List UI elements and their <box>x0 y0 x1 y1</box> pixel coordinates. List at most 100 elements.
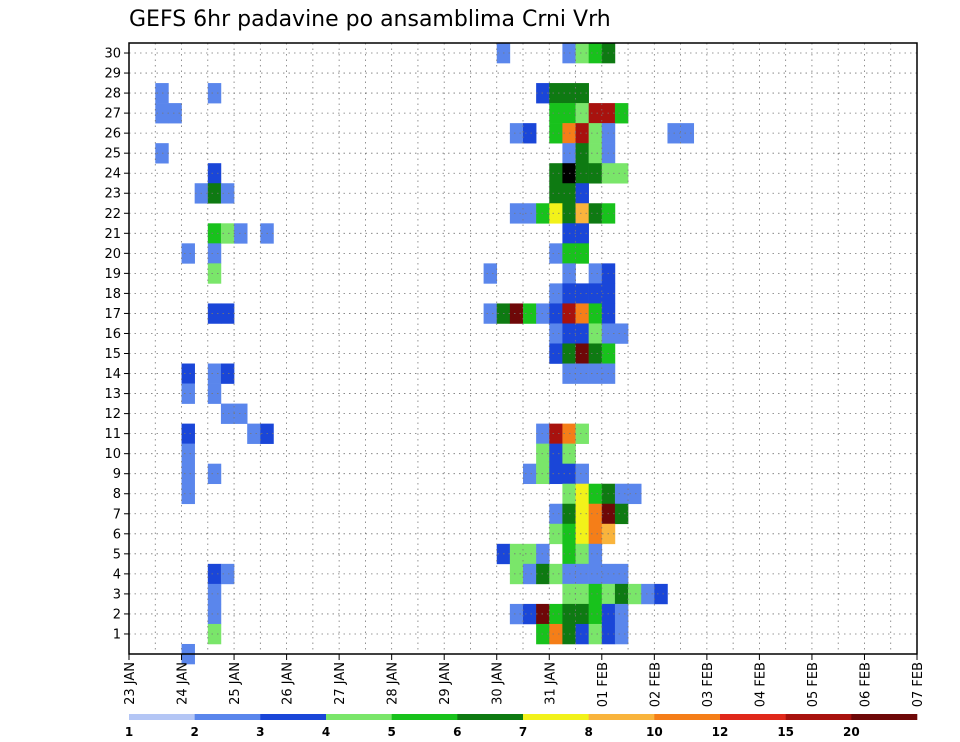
heatmap-cell <box>509 203 524 224</box>
y-tick-label: 17 <box>104 307 121 322</box>
colorbar-label: 12 <box>712 725 729 739</box>
heatmap-cell <box>207 223 222 244</box>
colorbar-label: 10 <box>646 725 663 739</box>
colorbar-segment <box>654 714 721 720</box>
colorbar-label: 2 <box>190 725 198 739</box>
heatmap-cell <box>614 323 629 344</box>
heatmap-cell <box>207 563 222 585</box>
heatmap-cell <box>575 303 589 324</box>
colorbar-segment <box>720 714 786 720</box>
heatmap-cell <box>614 603 629 625</box>
heatmap-cell <box>509 303 524 324</box>
heatmap-cell <box>628 483 642 505</box>
colorbar-segment <box>391 714 458 720</box>
heatmap-cell <box>575 563 589 585</box>
plot-frame <box>128 42 918 655</box>
heatmap-cell <box>549 443 563 464</box>
heatmap-cell <box>509 563 524 585</box>
heatmap-cell <box>207 583 222 605</box>
colorbar-label: 6 <box>453 725 461 739</box>
heatmap-cell <box>588 503 603 525</box>
x-tick-label: 02 FEB <box>648 662 663 707</box>
heatmap-cell <box>628 583 642 605</box>
heatmap-cell <box>575 623 589 645</box>
heatmap-cell <box>220 223 235 244</box>
y-tick-label: 29 <box>104 67 121 82</box>
heatmap-cell <box>614 483 629 505</box>
heatmap-cell <box>181 383 195 404</box>
heatmap-cell <box>575 463 589 485</box>
heatmap-cell <box>575 483 589 505</box>
heatmap-cell <box>523 563 537 585</box>
heatmap-cell <box>181 243 195 264</box>
heatmap-cell <box>588 623 603 645</box>
x-tick-label: 25 JAN <box>228 662 243 705</box>
heatmap-cell <box>549 303 563 324</box>
y-tick-label: 14 <box>104 367 121 382</box>
heatmap-cell <box>207 303 222 324</box>
heatmap-cell <box>549 183 563 204</box>
y-tick-label: 1 <box>113 627 121 642</box>
heatmap-cell <box>575 503 589 525</box>
heatmap-cell <box>575 163 589 184</box>
heatmap-cell <box>575 543 589 565</box>
heatmap-cell <box>523 203 537 224</box>
heatmap-cell <box>588 263 603 284</box>
heatmap-cell <box>588 283 603 304</box>
heatmap-cell <box>575 183 589 204</box>
colorbar-label: 20 <box>843 725 860 739</box>
heatmap-cell <box>483 303 498 324</box>
heatmap-cell <box>680 123 695 144</box>
y-tick-label: 19 <box>104 267 121 282</box>
heatmap-cell <box>523 303 537 324</box>
heatmap-cell <box>207 163 222 184</box>
heatmap-cell <box>614 583 629 605</box>
heatmap-cell <box>549 243 563 264</box>
heatmap-cell <box>549 523 563 545</box>
y-tick-label: 6 <box>113 527 121 542</box>
y-tick-label: 16 <box>104 327 121 342</box>
y-tick-label: 13 <box>104 387 121 402</box>
y-tick-label: 15 <box>104 347 121 362</box>
y-tick-label: 20 <box>104 247 121 262</box>
heatmap-cell <box>549 163 563 184</box>
x-tick-label: 26 JAN <box>281 662 296 705</box>
heatmap-cell <box>614 623 629 645</box>
heatmap-cell <box>654 583 668 605</box>
heatmap-cell <box>181 443 195 464</box>
colorbar-segment <box>588 714 655 720</box>
heatmap-cell <box>234 223 248 244</box>
heatmap-cell <box>220 183 235 204</box>
heatmap-cell <box>575 223 589 244</box>
heatmap-cell <box>181 483 195 505</box>
colorbar-segment <box>194 714 261 720</box>
heatmap-cell <box>549 123 563 144</box>
heatmap-cell <box>220 403 235 424</box>
heatmap-cell <box>588 363 603 384</box>
colorbar-segment <box>785 714 852 720</box>
y-tick-label: 18 <box>104 287 121 302</box>
y-tick-label: 12 <box>104 407 121 422</box>
x-tick-label: 27 JAN <box>333 662 348 705</box>
colorbar-label: 8 <box>584 725 592 739</box>
chart-title: GEFS 6hr padavine po ansamblima Crni Vrh <box>129 7 611 32</box>
heatmap-cell <box>509 123 524 144</box>
heatmap-cell <box>168 103 182 124</box>
heatmap-cell <box>207 463 222 485</box>
heatmap-cell <box>549 463 563 485</box>
y-tick-label: 4 <box>113 567 121 582</box>
y-tick-label: 2 <box>113 607 121 622</box>
heatmap-cell <box>523 123 537 144</box>
heatmap-cell <box>483 263 498 284</box>
heatmap-cell <box>181 423 195 444</box>
heatmap-cell <box>588 483 603 505</box>
heatmap-cell <box>588 43 603 64</box>
heatmap-cell <box>549 623 563 645</box>
colorbar-segment <box>457 714 524 720</box>
colorbar-segment <box>851 714 918 720</box>
heatmap-cell <box>247 423 261 444</box>
heatmap-cell <box>588 583 603 605</box>
y-tick-label: 28 <box>104 87 121 102</box>
heatmap-cell <box>588 523 603 545</box>
